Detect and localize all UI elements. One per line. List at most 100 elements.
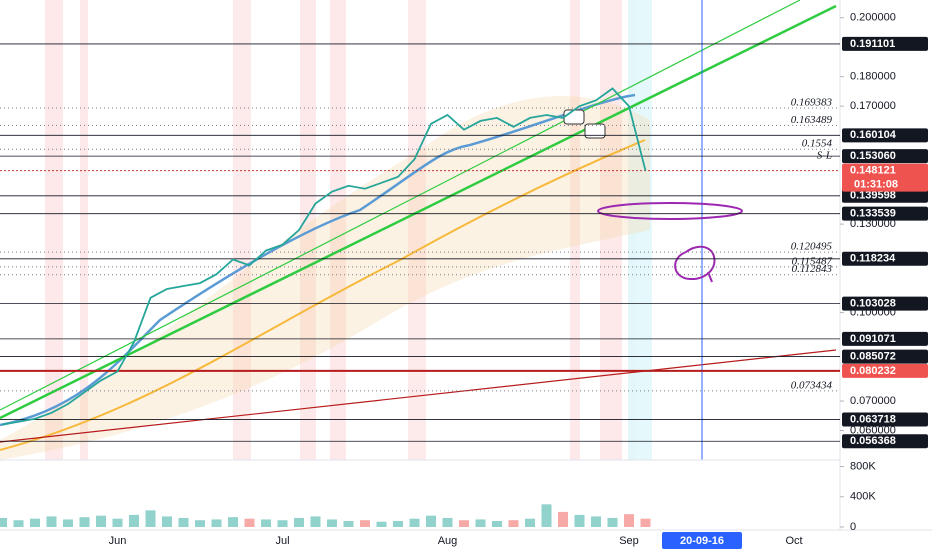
x-tick-label: Jun [109,535,127,547]
alert-tag [842,363,928,378]
volume-bar [409,518,420,527]
volume-bar [228,517,238,527]
envelope [0,96,650,460]
price-tag-label: 0.118234 [850,253,896,265]
band [408,0,426,460]
volume-bar [0,517,7,527]
volume-bar [277,520,288,527]
x-tick-label: Sep [619,535,639,547]
volume-bar [63,519,73,527]
marks: 0.1693830.1634890.15540.1204950.1154870.… [0,43,840,527]
price-tag [842,149,928,164]
price-tag-label: 0.091071 [850,333,896,345]
y-tick-label: 0.200000 [850,12,896,24]
volume-bar [195,520,205,527]
x-tick-label: Aug [438,535,458,547]
volume-bar [442,517,453,527]
trend-line [0,0,801,411]
volume-bar [310,516,321,527]
volume-tick-label: 400K [850,491,876,503]
y-tick-label: 0.070000 [850,395,896,407]
wave-marker [563,109,585,125]
band [80,0,88,460]
annotation-label: 0.163489 [791,114,833,126]
y-tick-label: 0.130000 [850,218,896,230]
volume-bar [459,520,469,527]
price-tag [842,206,928,221]
price-tag-label: 0.160104 [850,129,897,141]
price-tag [842,128,928,143]
volume-bar [327,519,337,527]
volume-bar [145,510,156,527]
alert-tag-label: 0.148121 [850,165,896,177]
volume-bar [79,517,90,527]
price-tag [842,412,928,427]
trend-line [0,4,837,420]
volume-bar [211,519,222,527]
volume-bar [508,520,519,527]
annotation-label: 0.120495 [791,241,833,253]
axis: 0.2000000.1800000.1700000.1300000.100000… [109,12,928,549]
y-tick-label: 0.060000 [850,424,896,436]
annotation-label: 0.112843 [792,263,833,275]
moving-average-slow [0,139,646,451]
volume-bar [492,520,502,527]
price-line [1,87,647,426]
volume-bar [541,504,552,527]
band [300,0,316,460]
volume-bar [393,520,403,527]
annotation-label: 0.1554 [802,138,833,150]
volume-bar [574,514,585,527]
volume-bar [244,518,255,527]
price-tag-label: 0.191101 [850,38,895,50]
volume-bar [162,516,172,527]
volume-bar [475,519,486,527]
volume-bar [294,517,304,527]
price-tag [842,188,928,203]
volume-bar [624,514,634,527]
price-tag [842,36,928,51]
volume-bar [376,521,387,527]
x-tick-label: Oct [785,535,802,547]
volume-bar [607,517,618,527]
volume-bar [426,515,436,527]
volume-tick-label: 800K [850,460,876,472]
volume-bar [591,516,601,527]
volume-bar [30,518,40,527]
volume-bar [13,520,24,527]
volume-bar [178,517,189,527]
band [233,0,251,460]
alert-tag [842,163,928,192]
moving-average-fast [0,93,636,427]
drawing-circle [674,245,716,283]
price-tag-label: 0.063718 [850,413,896,425]
y-tick-label: 0.180000 [850,71,896,83]
price-tag-label: 0.085072 [850,350,896,362]
price-tag [842,349,928,364]
volume-bar [46,516,57,527]
annotation-label: 0.073434 [791,379,833,391]
volume-bar [558,511,568,527]
price-tag-label: 0.056368 [850,435,896,447]
volume-bar [343,520,354,527]
volume-bar [360,520,370,527]
wave-marker [584,123,606,139]
price-tag [842,251,928,266]
band [45,0,63,460]
volume-bar [129,514,139,527]
band [330,0,346,460]
y-tick-label: 0.170000 [850,100,896,112]
trend-line [0,349,837,443]
countdown: 01:31:08 [854,179,898,191]
crosshair-tag-label: 20-09-16 [680,535,724,547]
volume-bar [525,518,535,527]
crosshair-tag [662,532,742,549]
band [570,0,580,460]
volume-bar [261,519,271,527]
volume-bar [640,518,651,527]
session-bands [45,0,652,460]
price-tag-label: 0.139598 [850,190,896,202]
price-tag [842,331,928,346]
volume-bar [112,518,123,527]
